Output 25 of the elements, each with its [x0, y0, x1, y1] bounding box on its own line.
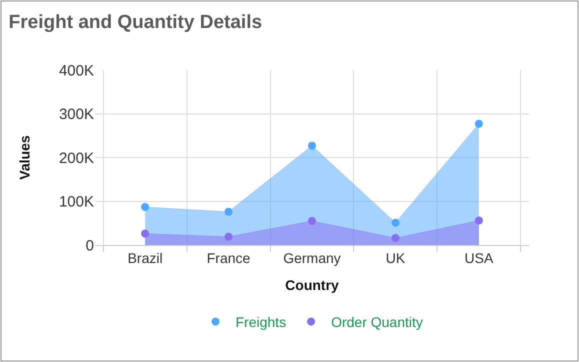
- point: [474, 120, 483, 128]
- y-axis-title: Values: [16, 135, 33, 180]
- x-axis-title: Country: [285, 277, 340, 294]
- point: [224, 208, 233, 216]
- point: [141, 230, 150, 238]
- legend-label: Freights: [236, 314, 286, 330]
- y-tick-label: 0: [86, 237, 94, 254]
- x-tick-label: UK: [386, 250, 406, 266]
- x-tick-label: France: [206, 250, 251, 266]
- point: [308, 216, 316, 225]
- point: [308, 142, 316, 150]
- point: [224, 232, 233, 241]
- point: [474, 216, 483, 224]
- y-tick-label: 300K: [58, 106, 94, 123]
- x-tick-label: Brazil: [128, 250, 163, 266]
- y-tick-label: 200K: [58, 150, 94, 167]
- legend-label: Order Quantity: [331, 314, 423, 330]
- point: [141, 202, 150, 211]
- y-tick-label: 400K: [58, 62, 94, 80]
- chart-title: Freight and Quantity Details: [8, 12, 262, 33]
- point: [391, 218, 400, 227]
- y-tick-label: 100K: [58, 194, 94, 210]
- x-tick-label: USA: [464, 250, 494, 266]
- point: [391, 234, 400, 242]
- x-tick-label: Germany: [283, 250, 341, 266]
